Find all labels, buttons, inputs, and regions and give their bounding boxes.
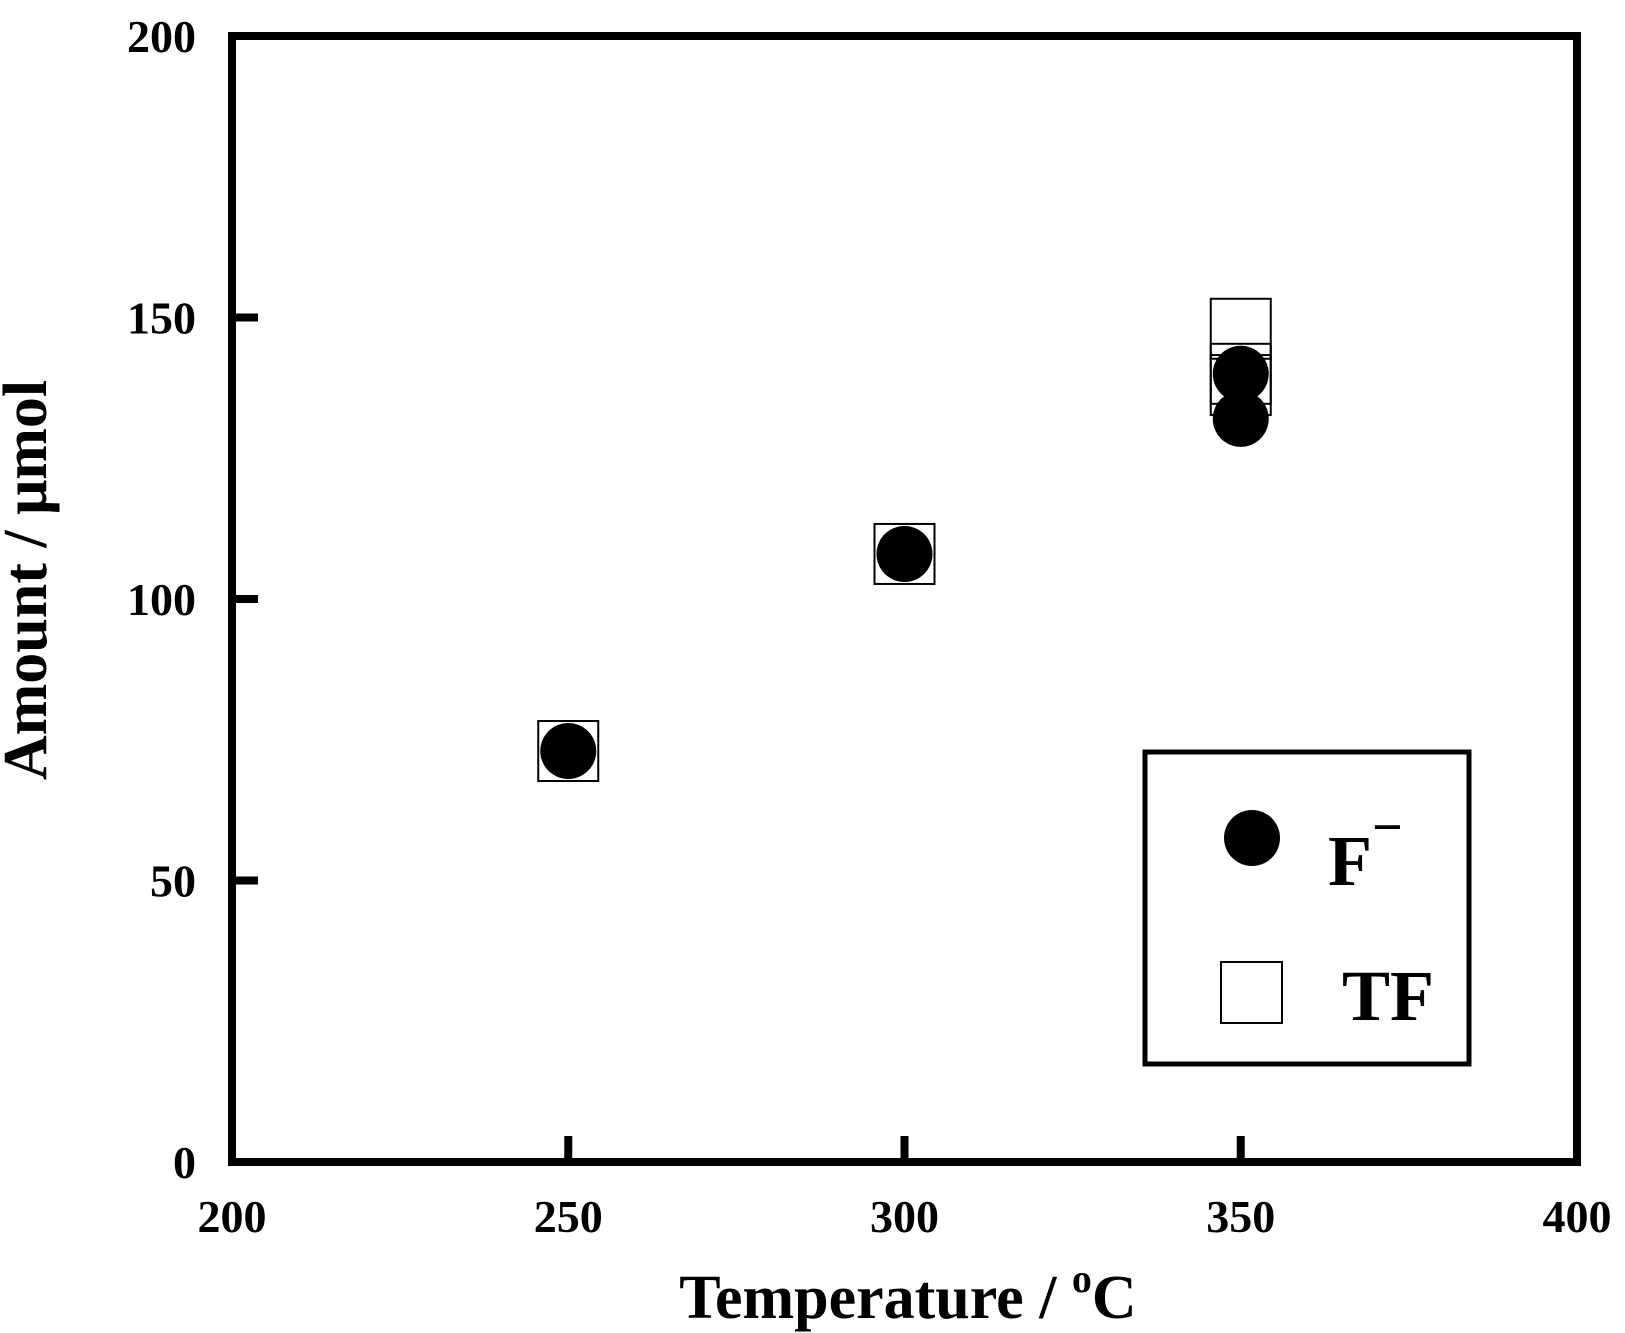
f-point: [540, 723, 597, 780]
y-tick-label: 150: [127, 293, 196, 344]
tick-labels: 0 50 100 150 200 200 250 300 350 400: [127, 11, 1612, 1242]
legend-box: [1142, 749, 1472, 1067]
y-tick-label: 0: [173, 1137, 196, 1188]
legend-label-f-sup: −: [1372, 797, 1403, 857]
y-tick-label: 200: [127, 11, 196, 62]
legend-label-f: F−: [1328, 797, 1403, 901]
x-tick-label: 400: [1543, 1191, 1612, 1242]
legend: F− TF: [1142, 749, 1472, 1067]
tf-point: [873, 522, 936, 585]
x-tick-label: 350: [1206, 1191, 1275, 1242]
y-tick-label: 100: [127, 574, 196, 625]
f-point: [1212, 345, 1269, 402]
x-axis-title-text: Temperature /: [679, 1264, 1072, 1332]
f-point: [1212, 390, 1269, 447]
tf-point: [537, 720, 600, 783]
ticks-layer: [232, 313, 1245, 1162]
y-axis-title: Amount / μmol: [0, 380, 60, 780]
x-axis-title: Temperature / oC: [679, 1256, 1136, 1332]
legend-marker-f: [1224, 810, 1280, 866]
legend-label-f-text: F: [1328, 821, 1372, 901]
plot-frame: [228, 32, 1581, 1166]
f-point: [876, 525, 933, 582]
x-axis-title-unit: C: [1092, 1264, 1137, 1332]
y-tick-label: 50: [150, 856, 196, 907]
marks-layer: [537, 297, 1272, 783]
x-tick-label: 250: [534, 1191, 603, 1242]
x-tick-label: 200: [198, 1191, 267, 1242]
x-tick-label: 300: [870, 1191, 939, 1242]
legend-marker-tf: [1220, 961, 1283, 1024]
legend-label-tf: TF: [1342, 956, 1434, 1036]
x-axis-title-sup: o: [1072, 1256, 1092, 1301]
